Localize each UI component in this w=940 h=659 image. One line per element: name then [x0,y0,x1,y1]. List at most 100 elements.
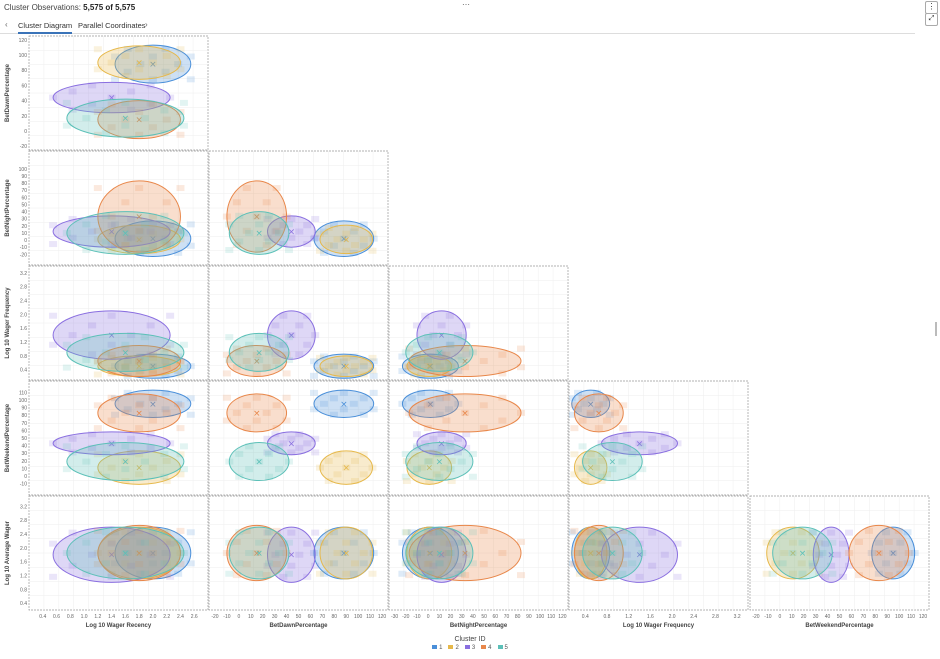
cluster-centroid-1[interactable]: × [149,235,157,245]
cluster-centroid-2[interactable]: × [426,549,434,559]
cluster-centroid-4[interactable]: × [461,357,469,367]
cluster-centroid-1[interactable]: × [340,549,348,559]
cluster-centroid-1[interactable]: × [149,362,157,372]
cluster-centroid-3[interactable]: × [108,94,116,104]
cluster-ellipse-4[interactable] [97,344,181,378]
cluster-centroid-5[interactable]: × [436,348,444,358]
cluster-centroid-3[interactable]: × [288,551,296,561]
cluster-ellipse-1[interactable] [114,44,192,84]
cluster-ellipse-2[interactable] [319,526,373,580]
cluster-centroid-3[interactable]: × [438,551,446,561]
cluster-ellipse-4[interactable] [226,393,288,433]
cluster-ellipse-2[interactable] [97,45,181,80]
cluster-centroid-1[interactable]: × [340,400,348,410]
cluster-ellipse-5[interactable] [228,211,290,255]
cluster-centroid-3[interactable]: × [108,331,116,341]
cluster-centroid-1[interactable]: × [889,549,897,559]
cluster-centroid-1[interactable]: × [587,400,595,410]
cluster-ellipse-5[interactable] [582,442,643,482]
cluster-centroid-3[interactable]: × [108,439,116,449]
cluster-centroid-4[interactable]: × [135,116,143,126]
cluster-ellipse-5[interactable] [66,211,185,255]
cluster-centroid-4[interactable]: × [253,357,261,367]
cluster-centroid-1[interactable]: × [149,400,157,410]
tab-scroll-right-icon[interactable]: › [145,20,148,29]
cluster-centroid-2[interactable]: × [587,549,595,559]
cluster-centroid-3[interactable]: × [636,439,644,449]
cluster-ellipse-4[interactable] [573,393,624,433]
cluster-centroid-2[interactable]: × [789,549,797,559]
cluster-centroid-3[interactable]: × [438,331,446,341]
cluster-ellipse-5[interactable] [228,442,290,482]
cluster-centroid-2[interactable]: × [342,362,350,372]
cluster-centroid-4[interactable]: × [253,213,261,223]
cluster-ellipse-3[interactable] [52,310,171,360]
cluster-ellipse-3[interactable] [416,431,467,456]
cluster-centroid-3[interactable]: × [288,331,296,341]
drag-handle-icon[interactable]: ⋯ [462,0,470,9]
cluster-ellipse-4[interactable] [97,393,181,433]
cluster-centroid-5[interactable]: × [436,458,444,468]
cluster-ellipse-2[interactable] [319,224,373,255]
cluster-centroid-4[interactable]: × [253,549,261,559]
cluster-ellipse-1[interactable] [871,526,916,580]
cluster-centroid-2[interactable]: × [342,235,350,245]
cluster-centroid-5[interactable]: × [122,549,130,559]
cluster-ellipse-4[interactable] [226,344,288,378]
cluster-ellipse-3[interactable] [416,310,467,360]
cluster-centroid-5[interactable]: × [122,229,130,239]
cluster-centroid-1[interactable]: × [427,549,435,559]
cluster-ellipse-1[interactable] [313,353,375,379]
cluster-centroid-4[interactable]: × [595,409,603,419]
cluster-ellipse-4[interactable] [226,524,288,582]
cluster-ellipse-4[interactable] [97,180,181,253]
cluster-centroid-2[interactable]: × [135,235,143,245]
cluster-ellipse-4[interactable] [97,524,181,582]
cluster-centroid-3[interactable]: × [108,228,116,238]
cluster-centroid-4[interactable]: × [135,357,143,367]
cluster-centroid-5[interactable]: × [255,458,263,468]
cluster-ellipse-5[interactable] [66,442,185,482]
legend-entry-4[interactable]: 4 [481,645,492,651]
cluster-centroid-5[interactable]: × [799,549,807,559]
cluster-centroid-1[interactable]: × [427,362,435,372]
cluster-ellipse-5[interactable] [772,526,833,580]
cluster-centroid-2[interactable]: × [342,464,350,474]
cluster-ellipse-2[interactable] [319,450,373,485]
cluster-ellipse-4[interactable] [408,524,522,582]
cluster-centroid-1[interactable]: × [427,400,435,410]
cluster-centroid-2[interactable]: × [426,362,434,372]
cluster-centroid-4[interactable]: × [135,213,143,223]
cluster-ellipse-5[interactable] [405,332,474,372]
cluster-centroid-4[interactable]: × [135,549,143,559]
cluster-ellipse-2[interactable] [319,355,373,378]
cluster-centroid-1[interactable]: × [340,362,348,372]
cluster-centroid-5[interactable]: × [436,549,444,559]
cluster-ellipse-4[interactable] [408,393,522,433]
cluster-ellipse-4[interactable] [848,524,910,582]
cluster-centroid-1[interactable]: × [340,235,348,245]
cluster-ellipse-5[interactable] [228,526,290,580]
cluster-centroid-1[interactable]: × [149,60,157,70]
cluster-ellipse-1[interactable] [571,389,611,418]
cluster-centroid-3[interactable]: × [827,551,835,561]
cluster-centroid-5[interactable]: × [609,458,617,468]
expand-icon[interactable]: ⤢ [925,13,938,26]
cluster-centroid-2[interactable]: × [135,549,143,559]
cluster-ellipse-3[interactable] [266,526,316,583]
cluster-ellipse-1[interactable] [313,220,375,257]
cluster-ellipse-1[interactable] [114,389,192,418]
cluster-centroid-3[interactable]: × [288,228,296,238]
cluster-centroid-2[interactable]: × [342,549,350,559]
cluster-centroid-5[interactable]: × [122,348,130,358]
tab-cluster-diagram[interactable]: Cluster Diagram [18,21,73,34]
legend-entry-3[interactable]: 3 [464,645,475,651]
cluster-centroid-5[interactable]: × [122,114,130,124]
legend-entry-5[interactable]: 5 [497,645,508,651]
cluster-centroid-5[interactable]: × [609,549,617,559]
resize-handle[interactable] [935,322,937,336]
cluster-ellipse-1[interactable] [401,353,459,379]
cluster-centroid-2[interactable]: × [135,59,143,69]
cluster-centroid-4[interactable]: × [253,409,261,419]
cluster-centroid-4[interactable]: × [135,409,143,419]
